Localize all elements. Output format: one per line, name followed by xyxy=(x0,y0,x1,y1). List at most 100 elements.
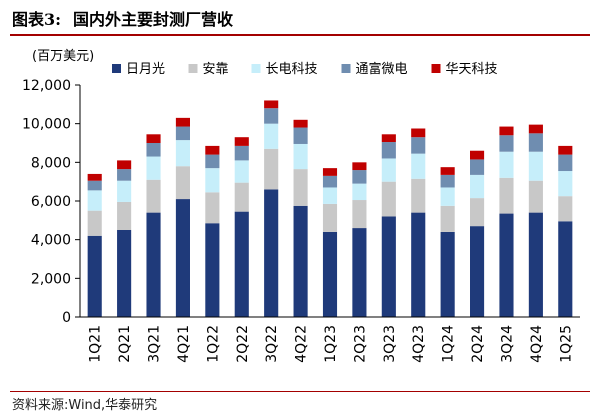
bar-segment-4Q23-3 xyxy=(411,137,426,154)
bar-segment-4Q21-3 xyxy=(175,126,190,141)
x-tick-label: 2Q21 xyxy=(117,325,133,363)
bar-segment-1Q22-3 xyxy=(205,154,220,169)
bar-segment-3Q24-0 xyxy=(499,213,514,317)
bar-segment-1Q22-2 xyxy=(205,168,220,193)
bar-segment-3Q23-1 xyxy=(381,181,396,217)
bar-segment-3Q22-0 xyxy=(264,189,279,317)
bar-segment-2Q23-4 xyxy=(352,162,367,171)
bar-segment-2Q22-0 xyxy=(234,211,249,317)
bar-segment-4Q24-1 xyxy=(528,180,543,213)
x-tick-label: 2Q24 xyxy=(470,325,486,363)
x-tick-label: 4Q23 xyxy=(411,325,427,363)
x-tick-label: 3Q24 xyxy=(499,325,515,363)
legend-swatch-3 xyxy=(341,64,351,73)
bar-segment-3Q24-4 xyxy=(499,126,514,136)
bar-segment-4Q23-2 xyxy=(411,153,426,179)
figure-title: 图表3: 国内外主要封测厂营收 xyxy=(12,6,233,30)
bar-segment-3Q24-1 xyxy=(499,177,514,214)
bar-segment-4Q23-0 xyxy=(411,212,426,317)
bar-segment-4Q21-1 xyxy=(175,166,190,200)
bar-segment-3Q23-4 xyxy=(381,134,396,143)
bar-segment-2Q23-1 xyxy=(352,200,367,229)
bar-segment-1Q24-2 xyxy=(440,187,455,206)
bar-segment-4Q21-2 xyxy=(175,140,190,167)
legend-label-4: 华天科技 xyxy=(446,62,498,77)
bar-segment-2Q24-0 xyxy=(470,226,485,317)
bar-segment-2Q23-3 xyxy=(352,170,367,184)
bar-segment-1Q23-3 xyxy=(322,175,338,188)
x-tick-label: 1Q24 xyxy=(441,325,457,363)
bar-segment-4Q21-0 xyxy=(175,199,190,317)
x-tick-label: 2Q22 xyxy=(235,325,251,363)
bar-segment-4Q24-4 xyxy=(528,124,543,134)
figure-label: 图表3: xyxy=(12,10,62,29)
bar-segment-2Q23-2 xyxy=(352,183,367,201)
bar-segment-2Q24-1 xyxy=(470,198,485,227)
bar-segment-3Q21-0 xyxy=(146,212,161,317)
x-tick-label: 3Q21 xyxy=(147,325,163,363)
legend: 日月光 安靠 长电科技 通富微电 华天科技 xyxy=(112,61,498,77)
bar-segment-3Q22-1 xyxy=(264,148,279,190)
y-tick-label: 10,000 xyxy=(22,117,71,133)
legend-swatch-2 xyxy=(251,64,261,73)
legend-swatch-4 xyxy=(431,64,441,73)
bar-segment-1Q22-0 xyxy=(205,223,220,317)
bar-segment-3Q23-2 xyxy=(381,158,396,182)
bar-segment-2Q22-3 xyxy=(234,145,249,161)
bar-segment-3Q21-3 xyxy=(146,143,161,157)
x-tick-label: 2Q23 xyxy=(352,325,368,363)
bar-segment-4Q22-2 xyxy=(293,143,308,170)
bar-segment-4Q24-3 xyxy=(528,133,543,152)
bar-segment-2Q22-1 xyxy=(234,182,249,212)
bar-segment-3Q21-1 xyxy=(146,179,161,213)
bar-segment-4Q21-4 xyxy=(175,117,190,127)
x-tick-label: 3Q23 xyxy=(382,325,398,363)
bar-segment-2Q24-4 xyxy=(470,150,485,160)
bar-segment-4Q22-0 xyxy=(293,205,308,317)
bars xyxy=(87,100,573,317)
bar-segment-4Q24-2 xyxy=(528,151,543,181)
y-tick-label: 6,000 xyxy=(31,194,71,210)
y-axis: 0 2,000 4,000 6,000 8,000 10,000 12,000 xyxy=(22,78,81,326)
bar-segment-3Q22-4 xyxy=(264,100,279,109)
bar-segment-3Q24-3 xyxy=(499,135,514,152)
x-tick-label: 4Q24 xyxy=(529,325,545,363)
bar-segment-2Q21-0 xyxy=(117,230,132,317)
legend-swatch-1 xyxy=(188,64,198,73)
bar-segment-1Q24-3 xyxy=(440,174,455,188)
x-tick-label: 3Q22 xyxy=(264,325,280,363)
bar-segment-3Q24-2 xyxy=(499,151,514,178)
x-tick-label: 1Q22 xyxy=(205,325,221,363)
x-axis: 1Q21 2Q21 3Q21 4Q21 1Q22 2Q22 3Q22 4Q22 1Q23 2Q23… xyxy=(80,316,580,363)
title-rule xyxy=(10,34,590,36)
bar-segment-1Q21-3 xyxy=(87,180,102,191)
bar-segment-3Q23-3 xyxy=(381,142,396,159)
bar-segment-1Q25-3 xyxy=(558,154,573,172)
bar-segment-2Q21-1 xyxy=(117,201,132,230)
bar-segment-4Q22-4 xyxy=(293,119,308,128)
bar-segment-1Q25-1 xyxy=(558,196,573,222)
bar-segment-1Q24-1 xyxy=(440,205,455,232)
x-tick-label: 1Q25 xyxy=(558,325,574,363)
bar-segment-4Q23-4 xyxy=(411,128,426,138)
y-tick-label: 0 xyxy=(62,310,71,326)
bar-segment-4Q24-0 xyxy=(528,212,543,317)
bar-segment-4Q23-1 xyxy=(411,178,426,213)
x-tick-label: 1Q23 xyxy=(323,325,339,363)
bar-segment-2Q23-0 xyxy=(352,228,367,317)
bar-segment-1Q22-4 xyxy=(205,145,220,155)
legend-swatch-0 xyxy=(112,64,121,73)
x-tick-label: 4Q21 xyxy=(176,325,192,363)
source-note: 资料来源:Wind,华泰研究 xyxy=(12,398,158,413)
bar-segment-1Q24-0 xyxy=(440,231,455,317)
legend-label-1: 安靠 xyxy=(203,62,229,77)
bar-segment-1Q23-1 xyxy=(322,203,338,232)
bar-segment-4Q22-3 xyxy=(293,127,308,144)
bar-segment-3Q21-4 xyxy=(146,134,161,143)
bar-segment-1Q21-1 xyxy=(87,210,102,236)
bar-segment-3Q21-2 xyxy=(146,156,161,180)
bar-segment-1Q24-4 xyxy=(440,167,455,175)
y-tick-label: 4,000 xyxy=(31,233,71,249)
bar-segment-2Q21-2 xyxy=(117,180,132,202)
